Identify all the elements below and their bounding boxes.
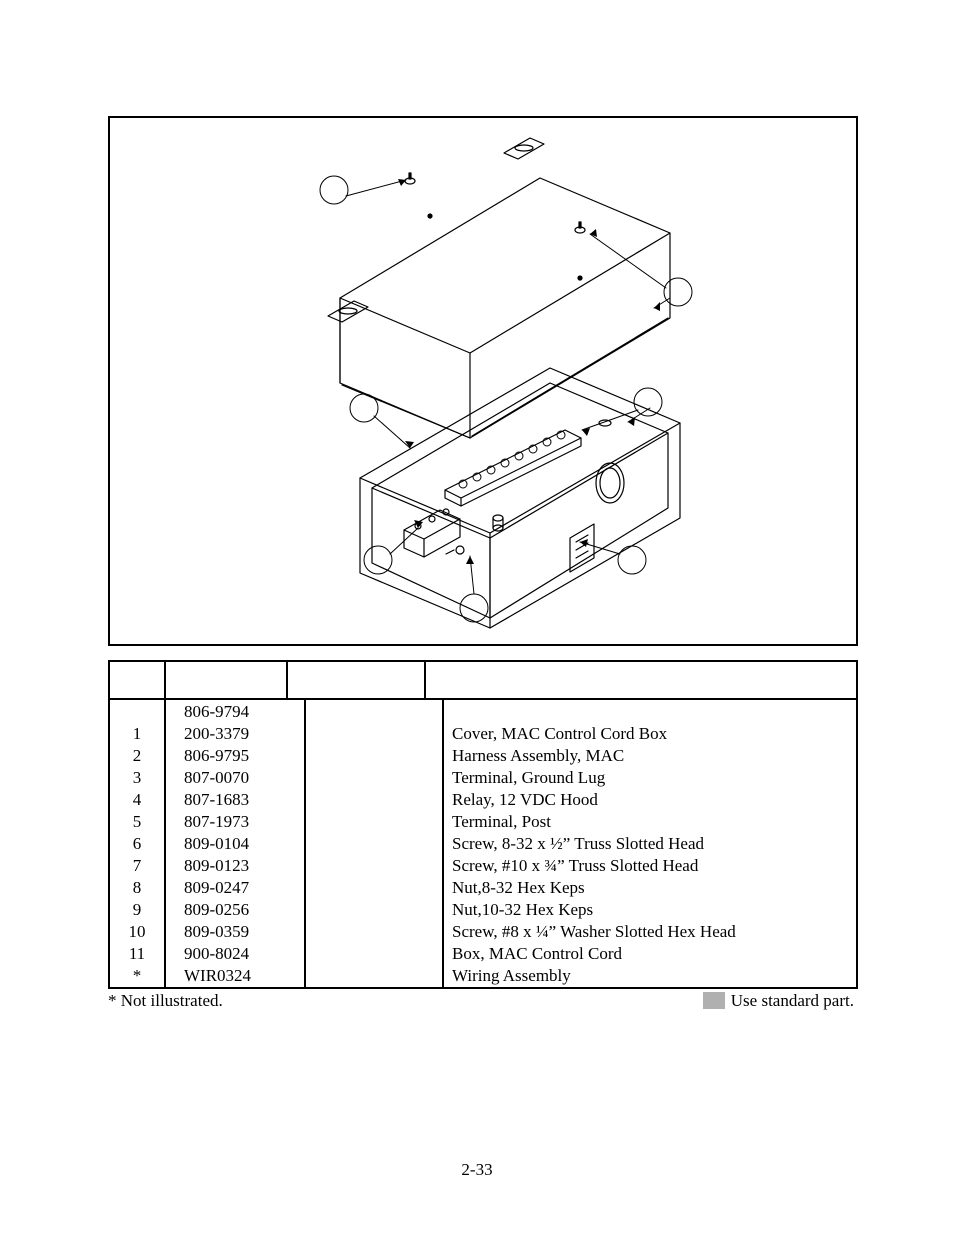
table-header-row	[110, 662, 856, 700]
col-header-item	[110, 662, 166, 698]
cell-part: 807-0070	[166, 767, 306, 789]
table-row: 9809-0256 Nut,10-32 Hex Keps	[110, 899, 856, 921]
table-row: *WIR0324 Wiring Assembly	[110, 965, 856, 989]
cell-desc: Cover, MAC Control Cord Box	[444, 723, 856, 745]
cell-mid	[306, 877, 444, 899]
cell-item: 11	[110, 943, 166, 965]
table-row: 5807-1973 Terminal, Post	[110, 811, 856, 833]
assembly-item-cell	[110, 700, 166, 723]
cell-item: 3	[110, 767, 166, 789]
cell-mid	[306, 789, 444, 811]
cell-mid	[306, 811, 444, 833]
cell-item: 2	[110, 745, 166, 767]
cell-item: 4	[110, 789, 166, 811]
table-row: 8809-0247 Nut,8-32 Hex Keps	[110, 877, 856, 899]
cell-desc: Terminal, Post	[444, 811, 856, 833]
col-header-part	[166, 662, 288, 698]
table-row: 10809-0359 Screw, #8 x ¼” Washer Slotted …	[110, 921, 856, 943]
cell-mid	[306, 767, 444, 789]
cell-desc: Screw, 8-32 x ½” Truss Slotted Head	[444, 833, 856, 855]
table-footer: * Not illustrated. Use standard part.	[108, 991, 854, 1011]
parts-table: 806-9794 1200-3379 Cover, MAC Control Cor…	[108, 660, 858, 989]
legend-standard-part-text: Use standard part.	[731, 991, 854, 1010]
assembly-desc-cell	[444, 700, 856, 723]
cell-mid	[306, 745, 444, 767]
cell-part: 809-0359	[166, 921, 306, 943]
cell-part: 809-0104	[166, 833, 306, 855]
cell-item: 7	[110, 855, 166, 877]
cell-desc: Relay, 12 VDC Hood	[444, 789, 856, 811]
table-row: 4807-1683 Relay, 12 VDC Hood	[110, 789, 856, 811]
cell-desc: Nut,10-32 Hex Keps	[444, 899, 856, 921]
table-row: 11900-8024 Box, MAC Control Cord	[110, 943, 856, 965]
cell-mid	[306, 855, 444, 877]
table-row: 2806-9795 Harness Assembly, MAC	[110, 745, 856, 767]
col-header-blank	[288, 662, 426, 698]
cell-part: 809-0123	[166, 855, 306, 877]
cell-item: 8	[110, 877, 166, 899]
cell-desc: Terminal, Ground Lug	[444, 767, 856, 789]
cell-item: 5	[110, 811, 166, 833]
cell-part: 807-1683	[166, 789, 306, 811]
cell-desc: Screw, #8 x ¼” Washer Slotted Hex Head	[444, 921, 856, 943]
cell-part: 809-0247	[166, 877, 306, 899]
table-row: 3807-0070 Terminal, Ground Lug	[110, 767, 856, 789]
table-row: 7809-0123 Screw, #10 x ¾” Truss Slotted H…	[110, 855, 856, 877]
cell-mid	[306, 921, 444, 943]
cell-part: 807-1973	[166, 811, 306, 833]
legend-standard-part: Use standard part.	[703, 991, 854, 1011]
table-row: 1200-3379 Cover, MAC Control Cord Box	[110, 723, 856, 745]
cell-desc: Nut,8-32 Hex Keps	[444, 877, 856, 899]
cell-item: 10	[110, 921, 166, 943]
assembly-part-cell: 806-9794	[166, 700, 306, 723]
cell-mid	[306, 723, 444, 745]
cell-item: 6	[110, 833, 166, 855]
page-number: 2-33	[0, 1160, 954, 1180]
cell-mid	[306, 899, 444, 921]
cell-mid	[306, 833, 444, 855]
cell-desc: Wiring Assembly	[444, 965, 856, 987]
cell-item: *	[110, 965, 166, 987]
cell-part: 809-0256	[166, 899, 306, 921]
grey-swatch-icon	[703, 992, 725, 1009]
cell-mid	[306, 943, 444, 965]
cell-desc: Harness Assembly, MAC	[444, 745, 856, 767]
col-header-desc	[426, 662, 856, 698]
assembly-row: 806-9794	[110, 700, 856, 723]
cell-part: 900-8024	[166, 943, 306, 965]
table-row: 6809-0104 Screw, 8-32 x ½” Truss Slotted …	[110, 833, 856, 855]
cell-item: 9	[110, 899, 166, 921]
exploded-view-figure	[108, 116, 858, 646]
footnote-not-illustrated: * Not illustrated.	[108, 991, 223, 1011]
cell-desc: Box, MAC Control Cord	[444, 943, 856, 965]
cell-desc: Screw, #10 x ¾” Truss Slotted Head	[444, 855, 856, 877]
assembly-mid-cell	[306, 700, 444, 723]
cell-part: 200-3379	[166, 723, 306, 745]
cell-part: WIR0324	[166, 965, 306, 987]
cell-mid	[306, 965, 444, 987]
cell-part: 806-9795	[166, 745, 306, 767]
cell-item: 1	[110, 723, 166, 745]
